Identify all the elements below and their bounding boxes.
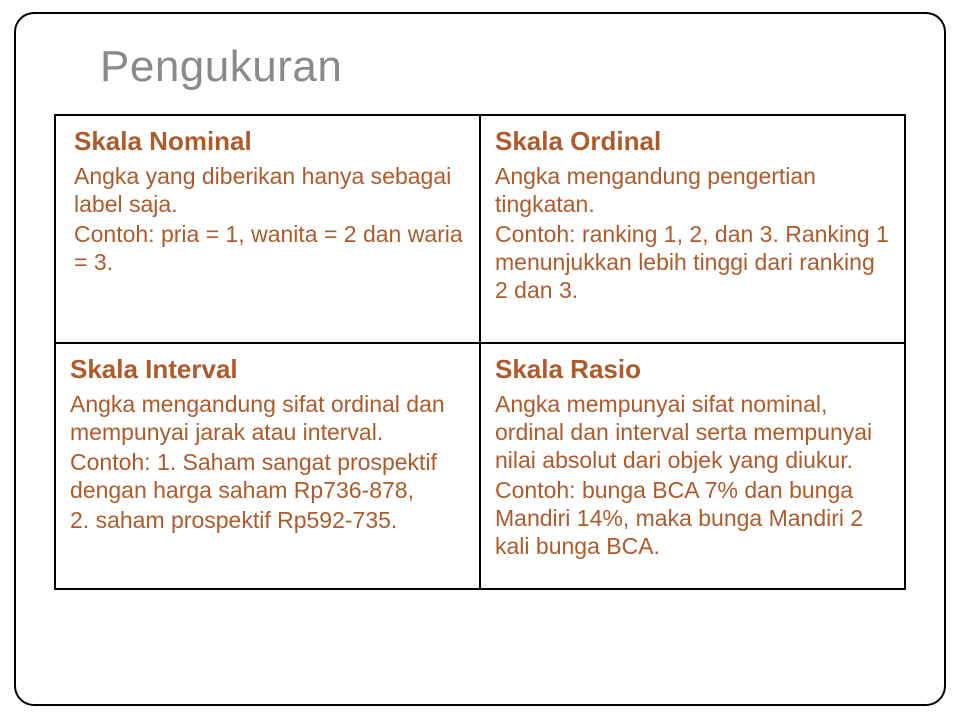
slide-frame: Pengukuran Skala Nominal Angka yang dibe… bbox=[14, 12, 946, 706]
cell-nominal-line2: Contoh: pria = 1, wanita = 2 dan waria =… bbox=[74, 220, 465, 276]
cell-rasio-title: Skala Rasio bbox=[495, 354, 890, 386]
cell-nominal-line1: Angka yang diberikan hanya sebagai label… bbox=[74, 162, 465, 218]
cell-interval: Skala Interval Angka mengandung sifat or… bbox=[54, 343, 480, 590]
cell-interval-title: Skala Interval bbox=[70, 354, 465, 386]
cell-ordinal-body: Angka mengandung pengertian tingkatan. C… bbox=[495, 162, 890, 304]
slide-title: Pengukuran bbox=[100, 42, 906, 92]
cell-rasio: Skala Rasio Angka mempunyai sifat nomina… bbox=[480, 343, 906, 590]
cell-ordinal: Skala Ordinal Angka mengandung pengertia… bbox=[480, 114, 906, 343]
cell-rasio-line1: Angka mempunyai sifat nominal, ordinal d… bbox=[495, 390, 890, 474]
scale-grid: Skala Nominal Angka yang diberikan hanya… bbox=[54, 114, 906, 590]
cell-ordinal-title: Skala Ordinal bbox=[495, 126, 890, 158]
cell-interval-line2: Contoh: 1. Saham sangat prospektif denga… bbox=[70, 448, 465, 504]
cell-rasio-line2: Contoh: bunga BCA 7% dan bunga Mandiri 1… bbox=[495, 476, 890, 560]
cell-ordinal-line1: Angka mengandung pengertian tingkatan. bbox=[495, 162, 890, 218]
cell-nominal-title: Skala Nominal bbox=[74, 126, 465, 158]
cell-ordinal-line2: Contoh: ranking 1, 2, dan 3. Ranking 1 m… bbox=[495, 220, 890, 304]
cell-rasio-body: Angka mempunyai sifat nominal, ordinal d… bbox=[495, 390, 890, 560]
cell-nominal: Skala Nominal Angka yang diberikan hanya… bbox=[54, 114, 480, 343]
cell-interval-line1: Angka mengandung sifat ordinal dan mempu… bbox=[70, 390, 465, 446]
cell-interval-line3: 2. saham prospektif Rp592-735. bbox=[70, 506, 465, 534]
cell-interval-body: Angka mengandung sifat ordinal dan mempu… bbox=[70, 390, 465, 534]
cell-nominal-body: Angka yang diberikan hanya sebagai label… bbox=[74, 162, 465, 276]
